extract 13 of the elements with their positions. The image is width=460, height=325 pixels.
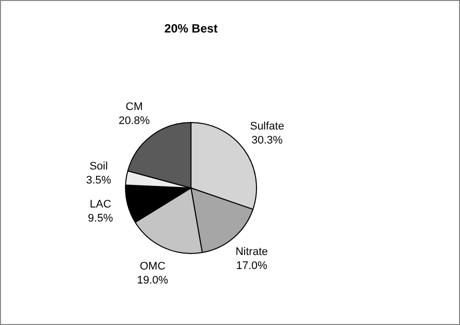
- data-label: 3.5%: [86, 174, 112, 187]
- slice-label: CM: [126, 100, 143, 113]
- data-label: 9.5%: [88, 212, 114, 224]
- data-label: 20.8%: [118, 114, 150, 127]
- slice-label: LAC: [90, 198, 112, 210]
- slice-label: OMC: [140, 260, 166, 272]
- chart-title: 20% Best: [164, 21, 218, 36]
- slice-label: Nitrate: [235, 246, 268, 258]
- data-label: 17.0%: [236, 260, 268, 272]
- data-label: 19.0%: [136, 274, 168, 286]
- data-label: 30.3%: [252, 134, 283, 147]
- slice-label: Sulfate: [250, 120, 284, 133]
- slice-label: Soil: [89, 160, 108, 173]
